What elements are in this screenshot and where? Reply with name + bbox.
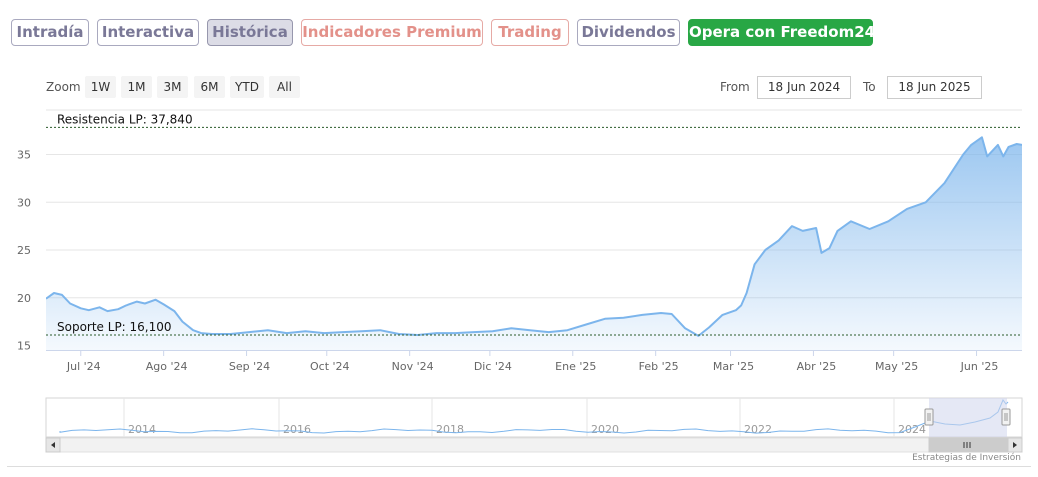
navigator-year-label: 2020 — [591, 423, 619, 436]
y-tick-label: 30 — [17, 196, 31, 209]
tab-interactiva[interactable]: Interactiva — [97, 19, 199, 46]
zoom-1w-button[interactable]: 1W — [85, 76, 116, 98]
navigator-series — [59, 399, 1009, 434]
zoom-ytd-button[interactable]: YTD — [230, 76, 264, 98]
tab-dividendos[interactable]: Dividendos — [577, 19, 680, 46]
x-tick-label: Abr '25 — [797, 360, 837, 373]
x-tick-label: Nov '24 — [392, 360, 434, 373]
zoom-1m-button[interactable]: 1M — [121, 76, 152, 98]
y-axis: 15 20 25 30 35 — [17, 149, 31, 353]
navigator-right-handle — [1001, 408, 1011, 426]
navigator-left-handle — [924, 408, 934, 426]
x-axis: Jul '24 Ago '24 Sep '24 Oct '24 Nov '24 Dic '… — [46, 350, 1022, 373]
x-tick-label: Oct '24 — [310, 360, 350, 373]
level-lines: Resistencia LP: 37,840 Soporte LP: 16,100 — [46, 112, 1022, 336]
navigator[interactable]: 2014 2016 2018 2020 2022 2024 — [45, 397, 1023, 453]
x-tick-label: Ene '25 — [555, 360, 596, 373]
chart-credit[interactable]: Estrategias de Inversión — [912, 453, 1021, 463]
tab-intradia[interactable]: Intradía — [11, 19, 89, 46]
x-tick-label: May '25 — [875, 360, 918, 373]
from-label: From — [720, 80, 750, 94]
bottom-divider — [7, 466, 1031, 467]
tab-trading[interactable]: Trading — [491, 19, 569, 46]
x-tick-label: Jul '24 — [66, 360, 101, 373]
scroll-right-icon — [1013, 442, 1017, 448]
zoom-6m-button[interactable]: 6M — [194, 76, 225, 98]
to-date-input[interactable]: 18 Jun 2025 — [887, 76, 982, 99]
y-tick-label: 25 — [17, 244, 31, 257]
navigator-year-label: 2016 — [283, 423, 311, 436]
x-tick-label: Ago '24 — [146, 360, 188, 373]
y-tick-label: 20 — [17, 292, 31, 305]
zoom-label: Zoom — [46, 80, 81, 94]
zoom-3m-button[interactable]: 3M — [157, 76, 188, 98]
tab-historica[interactable]: Histórica — [207, 19, 293, 46]
series-area — [46, 137, 1022, 350]
navigator-year-label: 2024 — [898, 423, 926, 436]
navigator-selection — [929, 398, 1007, 437]
x-tick-label: Dic '24 — [474, 360, 512, 373]
freedom24-cta-button[interactable]: Opera con Freedom24 — [688, 19, 875, 46]
series-line — [46, 136, 1022, 337]
from-date-input[interactable]: 18 Jun 2024 — [757, 76, 851, 99]
x-tick-label: Jun '25 — [960, 360, 999, 373]
to-label: To — [863, 80, 876, 94]
x-tick-label: Sep '24 — [229, 360, 270, 373]
zoom-all-button[interactable]: All — [269, 76, 300, 98]
scrollbar-thumb — [928, 437, 1008, 453]
x-tick-label: Feb '25 — [639, 360, 679, 373]
navigator-year-label: 2014 — [128, 423, 156, 436]
scrollbar-track — [45, 437, 1023, 453]
navigator-year-label: 2018 — [436, 423, 464, 436]
price-series — [46, 136, 1022, 350]
resistance-label: Resistencia LP: 37,840 — [57, 112, 193, 126]
y-tick-label: 15 — [17, 340, 31, 353]
scroll-left-icon — [51, 442, 55, 448]
navigator-year-label: 2022 — [744, 423, 772, 436]
y-tick-label: 35 — [17, 149, 31, 162]
support-label: Soporte LP: 16,100 — [57, 320, 172, 334]
tab-indicadores-premium[interactable]: Indicadores Premium — [301, 19, 483, 46]
x-tick-label: Mar '25 — [713, 360, 754, 373]
